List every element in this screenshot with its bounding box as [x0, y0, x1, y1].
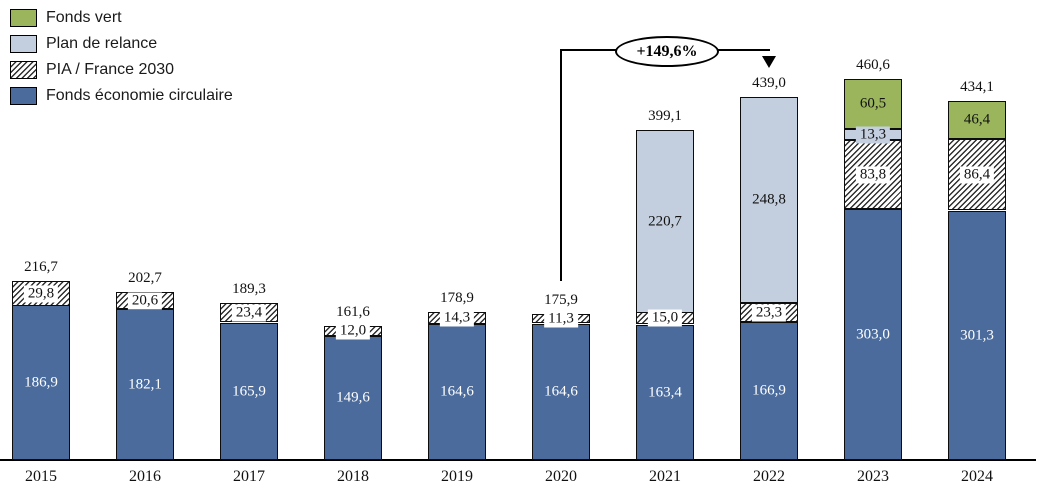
- segment-value-label: 165,9: [232, 383, 266, 399]
- x-axis-tick-label: 2023: [857, 468, 889, 485]
- bar-segment: 182,1: [116, 309, 174, 460]
- segment-value-label: 86,4: [959, 166, 995, 183]
- segment-value-label: 163,4: [648, 384, 682, 400]
- segment-value-label: 164,6: [440, 383, 474, 400]
- segment-value-label: 12,0: [335, 322, 371, 340]
- bar-total-label: 460,6: [856, 57, 890, 73]
- bar-total-label: 216,7: [24, 259, 58, 275]
- x-axis-tick-label: 2018: [337, 468, 369, 485]
- hatch-swatch: [10, 61, 37, 79]
- segment-value-label: 220,7: [648, 213, 682, 229]
- x-axis-tick-label: 2020: [545, 468, 577, 485]
- segment-value-label: 149,6: [336, 389, 370, 406]
- bar-total-label: 178,9: [440, 290, 474, 306]
- bar-total-label: 161,6: [336, 304, 370, 320]
- segment-value-label: 248,8: [752, 191, 786, 208]
- bar-segment: 166,9: [740, 322, 798, 460]
- bar-total-label: 189,3: [232, 281, 266, 297]
- annotation-label: +149,6%: [636, 42, 698, 60]
- segment-value-label: 164,6: [544, 383, 578, 400]
- segment-value-label: 166,9: [752, 382, 786, 399]
- legend: Fonds vert Plan de relance PIA / France 20…: [10, 9, 233, 105]
- bar-total-label: 202,7: [128, 270, 162, 286]
- segment-value-label: 301,3: [960, 327, 994, 343]
- x-axis-tick-label: 2017: [233, 468, 265, 485]
- bar-segment: 60,5: [844, 79, 902, 129]
- bar-segment: 303,0: [844, 209, 902, 460]
- segment-value-label: 20,6: [127, 292, 163, 309]
- legend-item: PIA / France 2030: [10, 61, 233, 79]
- green-swatch: [10, 9, 37, 27]
- x-axis-tick-label: 2022: [753, 468, 785, 485]
- bar-segment: 220,7: [636, 130, 694, 313]
- bar-segment: 164,6: [532, 324, 590, 460]
- bar-segment: 86,4: [948, 139, 1006, 210]
- bar-segment: 12,0: [324, 322, 382, 340]
- darkblue-swatch: [10, 87, 37, 105]
- legend-item: Fonds économie circulaire: [10, 87, 233, 105]
- bar-total-label: 399,1: [648, 108, 682, 124]
- bar-segment: 301,3: [948, 211, 1006, 460]
- bar-segment: 163,4: [636, 325, 694, 460]
- annotation-ellipse: +149,6%: [615, 36, 719, 67]
- bar-segment: 29,8: [12, 281, 70, 306]
- bar-total-label: 439,0: [752, 75, 786, 91]
- bar-segment: 23,4: [220, 303, 278, 322]
- segment-value-label: 60,5: [859, 95, 887, 112]
- legend-item-label: Fonds économie circulaire: [46, 87, 233, 104]
- segment-value-label: 14,3: [439, 309, 475, 327]
- x-axis-tick-label: 2016: [129, 468, 161, 485]
- segment-value-label: 186,9: [24, 374, 58, 390]
- annotation-vertical-line: [560, 50, 562, 281]
- bar-segment: 165,9: [220, 323, 278, 460]
- bar-segment: 149,6: [324, 336, 382, 460]
- lightblue-swatch: [10, 35, 37, 53]
- bar-segment: 23,3: [740, 303, 798, 322]
- x-axis-tick-label: 2015: [25, 468, 57, 485]
- segment-value-label: 13,3: [855, 126, 891, 143]
- bar-segment: 248,8: [740, 97, 798, 303]
- segment-value-label: 29,8: [23, 285, 59, 302]
- bar-segment: 14,3: [428, 309, 486, 327]
- segment-value-label: 83,8: [855, 166, 891, 183]
- annotation-arrowhead-icon: [762, 56, 776, 68]
- bar-segment: 15,0: [636, 309, 694, 327]
- segment-value-label: 11,3: [544, 310, 578, 327]
- segment-value-label: 15,0: [647, 309, 683, 327]
- bar-segment: 13,3: [844, 126, 902, 143]
- bar-segment: 20,6: [116, 292, 174, 309]
- bar-segment: 11,3: [532, 310, 590, 327]
- bar-total-label: 175,9: [544, 292, 578, 308]
- x-axis-tick-label: 2024: [961, 468, 993, 485]
- x-axis-tick-label: 2021: [649, 468, 681, 485]
- segment-value-label: 303,0: [856, 326, 890, 342]
- segment-value-label: 182,1: [128, 376, 162, 392]
- x-axis-line: [0, 459, 1036, 461]
- x-axis-tick-label: 2019: [441, 468, 473, 485]
- bar-segment: 186,9: [12, 305, 70, 460]
- legend-item: Plan de relance: [10, 35, 233, 53]
- legend-item-label: Fonds vert: [46, 9, 122, 26]
- bar-segment: 164,6: [428, 324, 486, 460]
- segment-value-label: 46,4: [963, 111, 991, 128]
- legend-item-label: Plan de relance: [46, 35, 158, 52]
- segment-value-label: 23,4: [231, 304, 267, 321]
- legend-item-label: PIA / France 2030: [46, 61, 175, 78]
- legend-item: Fonds vert: [10, 9, 233, 27]
- bar-segment: 46,4: [948, 101, 1006, 139]
- bar-total-label: 434,1: [960, 79, 994, 95]
- segment-value-label: 23,3: [751, 304, 787, 321]
- bar-segment: 83,8: [844, 140, 902, 209]
